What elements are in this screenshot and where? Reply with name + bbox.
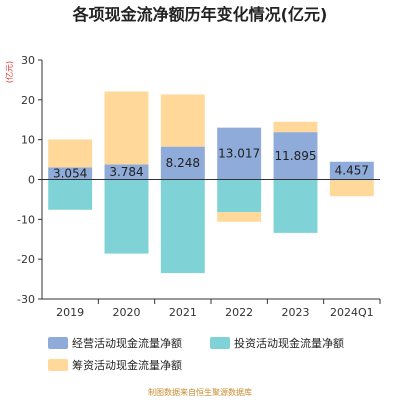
x-tick-label-2024Q1: 2024Q1 [330,306,374,319]
legend-label-financing: 筹资活动现金流量净额 [72,358,182,372]
bar-financing-2020 [104,91,149,165]
legend-label-operating: 经营活动现金流量净额 [72,336,182,350]
bar-operating-2019 [48,167,93,180]
bar-operating-2023 [273,132,318,180]
bar-operating-2022 [217,127,262,180]
bar-investing-2023 [273,179,318,233]
bar-financing-2022 [217,212,262,222]
bar-investing-2020 [104,179,149,254]
x-axis: 2019 2020 2021 2022 2023 2024Q1 [42,179,381,319]
y-axis-unit-label: (亿元) [4,61,14,83]
bar-financing-2021 [160,94,205,147]
bar-investing-2022 [217,179,262,213]
x-tick-label-2019: 2019 [56,306,84,319]
x-tick-label-2023: 2023 [282,306,310,319]
chart-title: 各项现金流净额历年变化情况(亿元) [72,5,328,24]
y-tick-label: -30 [17,293,35,306]
y-tick-label: -10 [17,213,35,226]
data-label-2024Q1: 4.457 [335,164,369,178]
legend-swatch-financing [48,359,68,371]
data-label-2019: 3.054 [53,166,87,180]
x-tick-label-2021: 2021 [169,306,197,319]
legend-swatch-investing [210,337,230,349]
bar-investing-2019 [48,179,93,210]
y-tick-label: 30 [21,54,35,67]
data-label-2020: 3.784 [109,165,143,179]
source-note: 制图数据来自恒生聚源数据库 [148,387,252,397]
y-tick-label: 0 [28,174,35,187]
y-tick-label: -20 [17,253,35,266]
x-tick-label-2022: 2022 [225,306,253,319]
legend-swatch-operating [48,337,68,349]
data-label-2021: 8.248 [166,156,200,170]
x-tick-label-2020: 2020 [113,306,141,319]
bar-financing-2024Q1 [329,180,374,197]
y-axis: -30 -20 -10 0 10 20 30 [17,54,43,306]
bar-operating-2021 [160,146,205,180]
bar-financing-2023 [273,121,318,133]
bar-financing-2019 [48,139,93,168]
bar-investing-2021 [160,179,205,274]
bar-operating-2024Q1 [329,161,374,180]
y-tick-label: 10 [21,134,35,147]
bar-operating-2020 [104,164,149,180]
bars-group [48,91,374,274]
data-labels: 3.054 3.784 8.248 13.017 11.895 4.457 [53,147,369,181]
legend-label-investing: 投资活动现金流量净额 [234,336,344,350]
y-tick-label: 20 [21,94,35,107]
data-label-2023: 11.895 [275,149,317,163]
data-label-2022: 13.017 [218,147,260,161]
legend: 经营活动现金流量净额 投资活动现金流量净额 筹资活动现金流量净额 [48,336,344,372]
